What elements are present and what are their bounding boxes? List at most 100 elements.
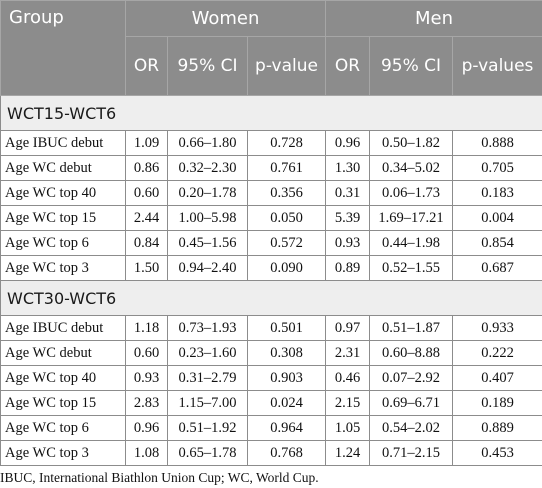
women-p-cell: 0.572 bbox=[246, 230, 327, 256]
men-or-cell: 1.24 bbox=[325, 440, 371, 466]
table-row: Age IBUC debut 1.09 0.66–1.80 0.728 0.96 0.50… bbox=[0, 130, 542, 156]
group-header: Group bbox=[0, 0, 126, 96]
men-or-cell: 2.31 bbox=[325, 340, 371, 366]
women-p-cell: 0.761 bbox=[246, 155, 327, 181]
men-p-header: p-values bbox=[452, 36, 542, 96]
row-label-cell: Age WC top 3 bbox=[0, 255, 126, 281]
row-label-cell: Age WC top 40 bbox=[0, 180, 126, 206]
men-p-cell: 0.705 bbox=[452, 155, 542, 181]
men-p-cell: 0.888 bbox=[452, 130, 542, 156]
row-label-cell: Age WC top 15 bbox=[0, 205, 126, 231]
section-title: WCT15-WCT6 bbox=[0, 95, 542, 131]
men-or-cell: 1.05 bbox=[325, 415, 371, 441]
men-p-cell: 0.189 bbox=[452, 390, 542, 416]
men-ci-cell: 1.69–17.21 bbox=[369, 205, 454, 231]
table-row: Age WC top 40 0.60 0.20–1.78 0.356 0.31 0.06–… bbox=[0, 180, 542, 206]
women-or-header: OR bbox=[125, 36, 168, 96]
men-or-cell: 0.89 bbox=[325, 255, 371, 281]
table-row: Age WC top 15 2.44 1.00–5.98 0.050 5.39 1.69–… bbox=[0, 205, 542, 231]
women-or-cell: 0.96 bbox=[125, 415, 168, 441]
men-ci-cell: 0.50–1.82 bbox=[369, 130, 454, 156]
women-header: Women bbox=[124, 0, 327, 37]
row-label-cell: Age WC debut bbox=[0, 155, 126, 181]
women-p-cell: 0.090 bbox=[246, 255, 327, 281]
men-p-cell: 0.687 bbox=[452, 255, 542, 281]
women-or-cell: 2.44 bbox=[125, 205, 168, 231]
table-row: Age WC debut 0.86 0.32–2.30 0.761 1.30 0.34–5… bbox=[0, 155, 542, 181]
men-p-cell: 0.222 bbox=[452, 340, 542, 366]
women-or-cell: 1.18 bbox=[125, 315, 168, 341]
women-p-cell: 0.050 bbox=[246, 205, 327, 231]
women-ci-cell: 0.66–1.80 bbox=[167, 130, 248, 156]
women-ci-cell: 0.51–1.92 bbox=[167, 415, 248, 441]
women-or-cell: 0.84 bbox=[125, 230, 168, 256]
women-ci-cell: 0.32–2.30 bbox=[167, 155, 248, 181]
table-row: Age WC top 40 0.93 0.31–2.79 0.903 0.46 0.07–… bbox=[0, 365, 542, 391]
table-row: Age WC debut 0.60 0.23–1.60 0.308 2.31 0.60–8… bbox=[0, 340, 542, 366]
women-or-cell: 1.50 bbox=[125, 255, 168, 281]
women-or-cell: 0.86 bbox=[125, 155, 168, 181]
women-ci-cell: 0.73–1.93 bbox=[167, 315, 248, 341]
women-or-cell: 1.09 bbox=[125, 130, 168, 156]
results-table: Group Women Men OR 95% CI p-value OR 95%… bbox=[0, 0, 542, 466]
men-p-cell: 0.889 bbox=[452, 415, 542, 441]
women-ci-cell: 0.45–1.56 bbox=[167, 230, 248, 256]
women-ci-cell: 0.94–2.40 bbox=[167, 255, 248, 281]
women-ci-cell: 1.15–7.00 bbox=[167, 390, 248, 416]
men-header: Men bbox=[325, 0, 542, 37]
men-p-cell: 0.933 bbox=[452, 315, 542, 341]
women-or-cell: 1.08 bbox=[125, 440, 168, 466]
table-row: Age WC top 6 0.96 0.51–1.92 0.964 1.05 0.54–2… bbox=[0, 415, 542, 441]
men-ci-cell: 0.60–8.88 bbox=[369, 340, 454, 366]
row-label-cell: Age IBUC debut bbox=[0, 315, 126, 341]
row-label-cell: Age WC top 3 bbox=[0, 440, 126, 466]
men-p-cell: 0.453 bbox=[452, 440, 542, 466]
women-p-cell: 0.728 bbox=[246, 130, 327, 156]
men-or-cell: 1.30 bbox=[325, 155, 371, 181]
men-ci-cell: 0.71–2.15 bbox=[369, 440, 454, 466]
table-row: Age WC top 3 1.08 0.65–1.78 0.768 1.24 0.71–2… bbox=[0, 440, 542, 466]
men-ci-cell: 0.51–1.87 bbox=[369, 315, 454, 341]
table-row: Age IBUC debut 1.18 0.73–1.93 0.501 0.97 0.51… bbox=[0, 315, 542, 341]
women-ci-cell: 0.23–1.60 bbox=[167, 340, 248, 366]
men-ci-cell: 0.54–2.02 bbox=[369, 415, 454, 441]
row-label-cell: Age WC top 6 bbox=[0, 230, 126, 256]
men-or-header: OR bbox=[325, 36, 371, 96]
women-p-cell: 0.308 bbox=[246, 340, 327, 366]
men-or-cell: 0.96 bbox=[325, 130, 371, 156]
table-row: Age WC top 3 1.50 0.94–2.40 0.090 0.89 0.52–1… bbox=[0, 255, 542, 281]
women-ci-cell: 0.31–2.79 bbox=[167, 365, 248, 391]
men-or-cell: 0.93 bbox=[325, 230, 371, 256]
men-ci-cell: 0.52–1.55 bbox=[369, 255, 454, 281]
women-ci-cell: 0.20–1.78 bbox=[167, 180, 248, 206]
men-or-cell: 2.15 bbox=[325, 390, 371, 416]
row-label-cell: Age WC debut bbox=[0, 340, 126, 366]
men-ci-header: 95% CI bbox=[369, 36, 454, 96]
row-label-cell: Age WC top 6 bbox=[0, 415, 126, 441]
men-p-cell: 0.004 bbox=[452, 205, 542, 231]
row-label-cell: Age WC top 40 bbox=[0, 365, 126, 391]
men-or-cell: 0.46 bbox=[325, 365, 371, 391]
women-p-cell: 0.024 bbox=[246, 390, 327, 416]
women-p-header: p-value bbox=[246, 36, 327, 96]
men-or-cell: 5.39 bbox=[325, 205, 371, 231]
women-p-cell: 0.501 bbox=[246, 315, 327, 341]
section-row: WCT30-WCT6 bbox=[0, 280, 542, 316]
women-or-cell: 0.93 bbox=[125, 365, 168, 391]
section-title: WCT30-WCT6 bbox=[0, 280, 542, 316]
table-row: Age WC top 6 0.84 0.45–1.56 0.572 0.93 0.44–1… bbox=[0, 230, 542, 256]
men-ci-cell: 0.06–1.73 bbox=[369, 180, 454, 206]
women-p-cell: 0.903 bbox=[246, 365, 327, 391]
men-or-cell: 0.97 bbox=[325, 315, 371, 341]
men-p-cell: 0.854 bbox=[452, 230, 542, 256]
table-row: Age WC top 15 2.83 1.15–7.00 0.024 2.15 0.69–… bbox=[0, 390, 542, 416]
table-footnote: IBUC, International Biathlon Union Cup; … bbox=[0, 470, 319, 485]
women-or-cell: 0.60 bbox=[125, 180, 168, 206]
women-or-cell: 2.83 bbox=[125, 390, 168, 416]
women-p-cell: 0.964 bbox=[246, 415, 327, 441]
women-or-cell: 0.60 bbox=[125, 340, 168, 366]
men-p-cell: 0.407 bbox=[452, 365, 542, 391]
men-ci-cell: 0.07–2.92 bbox=[369, 365, 454, 391]
men-p-cell: 0.183 bbox=[452, 180, 542, 206]
women-ci-cell: 1.00–5.98 bbox=[167, 205, 248, 231]
